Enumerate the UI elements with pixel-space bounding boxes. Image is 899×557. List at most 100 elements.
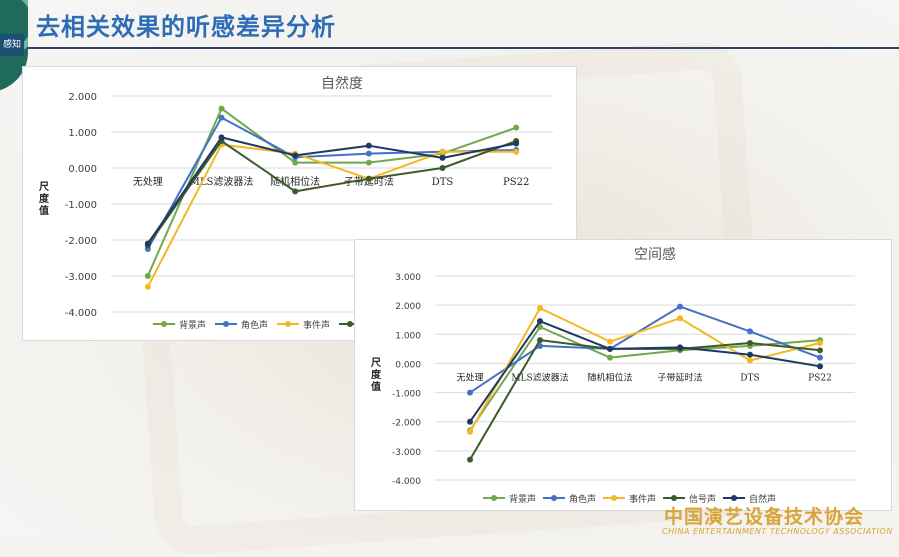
chart-naturalness-svg: 自然度 2.000 1.000 0.000 -1.000 -2.000 -3.000 -4.0… [39, 75, 553, 331]
y-tick-label: -4.000 [65, 308, 97, 319]
slide-title: 去相关效果的听感差异分析 [36, 13, 336, 41]
data-point [677, 315, 683, 322]
legend-label: 背景声 [179, 319, 206, 331]
y-tick-label: 0.000 [395, 360, 421, 370]
legend-swatch-marker [285, 321, 291, 327]
x-category-label: 无处理 [133, 176, 163, 188]
y-tick-label: -3.000 [65, 272, 97, 283]
legend-label: 自然声 [749, 493, 776, 505]
data-point [218, 105, 225, 112]
legend-swatch-marker [611, 495, 617, 501]
chart-title: 自然度 [321, 75, 363, 92]
y-tick-label: -1.000 [392, 390, 421, 400]
y-tick-label: -2.000 [65, 236, 97, 247]
data-point [747, 328, 753, 335]
data-point [439, 165, 446, 171]
y-tick-label: 1.000 [395, 331, 421, 341]
data-point [439, 154, 446, 161]
y-tick-label: 2.000 [68, 92, 97, 103]
data-point [817, 363, 823, 370]
data-point [817, 354, 823, 361]
legend-swatch-marker [671, 495, 677, 501]
series-line [146, 140, 517, 246]
chart-spatiality: 空间感 3.000 2.000 1.000 0.000 -1.000 -2.000 -3.00… [354, 239, 892, 511]
legend-label: 信号声 [689, 493, 716, 505]
legend-swatch-marker [491, 495, 497, 501]
x-category-label: 无处理 [456, 371, 483, 383]
legend-swatch-marker [347, 321, 353, 327]
data-point [747, 340, 753, 347]
legend-label: 背景声 [509, 493, 536, 505]
series-line [469, 320, 821, 423]
data-point [218, 134, 225, 141]
data-point [365, 159, 372, 166]
x-category-label: DTS [432, 177, 454, 188]
data-point [607, 354, 613, 361]
series-line [146, 143, 517, 288]
data-point [467, 389, 473, 396]
data-point [817, 347, 823, 354]
legend-swatch-marker [731, 495, 737, 501]
data-point [467, 428, 473, 435]
legend-swatch-marker [551, 495, 557, 501]
x-category-label: PS22 [808, 373, 832, 383]
data-point [144, 283, 151, 290]
x-category-label: 随机相位法 [270, 175, 320, 188]
y-tick-label: -3.000 [392, 448, 421, 458]
data-point [677, 303, 683, 310]
y-axis-label: 尺度值 [371, 357, 382, 393]
series-line [469, 305, 821, 394]
data-point [365, 175, 372, 182]
x-category-label: MLS滤波器法 [190, 175, 254, 188]
data-point [292, 159, 299, 166]
data-point [292, 152, 299, 159]
footer-org-cn: 中国演艺设备技术协会 [664, 506, 865, 528]
data-point [439, 148, 446, 155]
data-point [677, 344, 683, 351]
x-category-label: DTS [740, 373, 759, 383]
x-category-label: 子带延时法 [657, 371, 702, 383]
data-point [144, 273, 151, 279]
legend-label: 事件声 [629, 493, 656, 505]
y-tick-label: -4.000 [392, 477, 421, 487]
data-point [513, 140, 520, 147]
series-line [146, 107, 517, 277]
y-tick-label: 3.000 [395, 273, 421, 283]
data-point [747, 351, 753, 358]
data-point [467, 456, 473, 463]
footer-org-en: CHINA ENTERTAINMENT TECHNOLOGY ASSOCIATI… [662, 527, 893, 536]
data-point [607, 338, 613, 345]
y-tick-label: 1.000 [68, 128, 97, 139]
series-line [146, 136, 517, 245]
data-point [537, 337, 543, 344]
x-category-label: MLS滤波器法 [511, 371, 568, 383]
data-point [537, 324, 543, 330]
data-point [607, 345, 613, 352]
data-point [537, 305, 543, 312]
legend-swatch-marker [161, 321, 167, 327]
title-divider [28, 47, 899, 49]
x-category-label: PS22 [503, 177, 529, 188]
chart-spatiality-svg: 空间感 3.000 2.000 1.000 0.000 -1.000 -2.000 -3.00… [371, 246, 855, 505]
legend-label: 角色声 [569, 493, 596, 505]
data-point [365, 142, 372, 149]
legend-label: 事件声 [303, 319, 330, 331]
y-axis-label: 尺度值 [39, 181, 50, 217]
legend-swatch-marker [223, 321, 229, 327]
side-tab[interactable]: 感知 [0, 34, 24, 56]
data-point [467, 418, 473, 425]
y-tick-label: 2.000 [395, 302, 421, 312]
data-point [537, 318, 543, 325]
data-point [365, 150, 372, 157]
data-point [747, 357, 753, 364]
data-point [513, 148, 520, 155]
x-category-label: 随机相位法 [587, 371, 632, 383]
y-tick-label: -2.000 [392, 419, 421, 429]
data-point [218, 114, 225, 121]
data-point [513, 124, 520, 131]
data-point [292, 188, 299, 195]
chart-title: 空间感 [634, 246, 676, 263]
data-point [144, 240, 151, 247]
data-point [817, 340, 823, 347]
legend-label: 角色声 [241, 319, 268, 331]
